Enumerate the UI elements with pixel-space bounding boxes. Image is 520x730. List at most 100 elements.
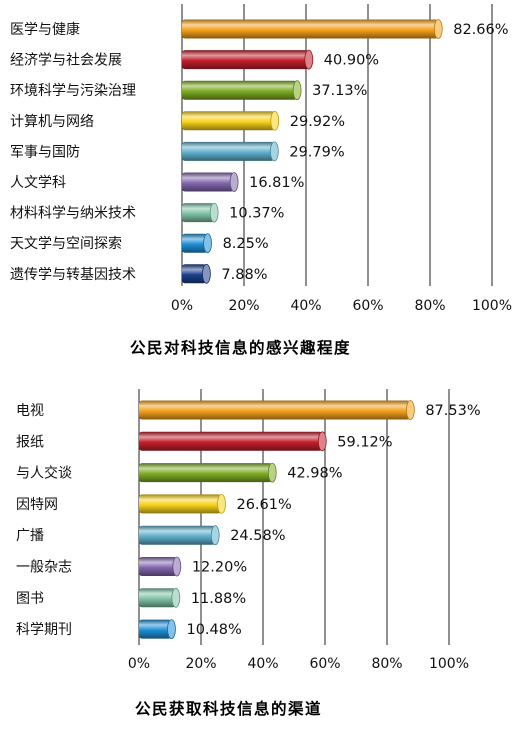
bar-end-cap bbox=[210, 525, 220, 546]
bar bbox=[182, 19, 443, 39]
category-label: 环境科学与污染治理 bbox=[10, 83, 136, 99]
x-tick-label: 20% bbox=[185, 656, 216, 672]
category-label: 计算机与网络 bbox=[10, 114, 94, 130]
x-tick-label: 0% bbox=[128, 656, 150, 672]
value-label: 42.98% bbox=[287, 466, 342, 482]
x-tick-label: 20% bbox=[228, 298, 259, 314]
bar-end-cap bbox=[405, 400, 415, 420]
bar-end-cap bbox=[167, 619, 176, 639]
bar-body bbox=[139, 431, 323, 451]
chart-title: 公民对科技信息的感兴趣程度 bbox=[130, 338, 351, 357]
value-label: 24.58% bbox=[230, 528, 285, 544]
bar-body bbox=[139, 463, 273, 483]
bar bbox=[182, 110, 280, 131]
x-tick-label: 60% bbox=[309, 656, 340, 672]
bar-body bbox=[182, 172, 235, 192]
bar bbox=[139, 431, 327, 452]
category-label: 经济学与社会发展 bbox=[10, 53, 122, 69]
chart-title: 公民获取科技信息的渠道 bbox=[135, 699, 322, 718]
value-label: 87.53% bbox=[425, 403, 480, 419]
category-label: 材料科学与纳米技术 bbox=[10, 206, 136, 222]
bar-body bbox=[139, 619, 172, 639]
bar bbox=[182, 202, 219, 223]
bar-body bbox=[139, 525, 216, 545]
x-tick-label: 60% bbox=[352, 298, 383, 314]
x-tick-label: 80% bbox=[414, 298, 445, 314]
value-label: 59.12% bbox=[337, 434, 392, 450]
value-label: 11.88% bbox=[191, 591, 246, 607]
bar bbox=[182, 49, 314, 70]
bar-end-cap bbox=[270, 110, 280, 131]
value-label: 29.79% bbox=[289, 144, 344, 160]
bar-body bbox=[182, 19, 439, 39]
bar-body bbox=[182, 264, 207, 284]
category-label: 科学期刊 bbox=[16, 622, 72, 638]
category-label: 因特网 bbox=[16, 497, 58, 513]
category-label: 广播 bbox=[16, 528, 44, 544]
bar bbox=[139, 619, 176, 639]
chart-2: 0% 20% 40% 60% 80% 100% 电视 87.53% 报纸 59.12% 与人交谈 42… bbox=[16, 389, 481, 718]
value-label: 10.37% bbox=[229, 206, 284, 222]
value-label: 82.66% bbox=[453, 22, 508, 38]
bar-body bbox=[139, 400, 411, 420]
bar-end-cap bbox=[203, 233, 212, 254]
bar-end-cap bbox=[304, 49, 314, 70]
category-label: 一般杂志 bbox=[16, 560, 72, 576]
bar-end-cap bbox=[317, 431, 327, 452]
bar bbox=[139, 556, 182, 577]
bar-end-cap bbox=[433, 19, 443, 39]
bar bbox=[139, 400, 415, 420]
category-label: 天文学与空间探索 bbox=[10, 235, 122, 252]
value-label: 26.61% bbox=[236, 497, 291, 513]
bar bbox=[182, 172, 239, 192]
category-label: 医学与健康 bbox=[10, 21, 80, 38]
category-label: 遗传学与转基因技术 bbox=[10, 266, 136, 283]
bar bbox=[139, 493, 226, 514]
bar bbox=[182, 263, 211, 284]
bar-end-cap bbox=[171, 587, 181, 608]
bar-end-cap bbox=[202, 263, 211, 284]
category-label: 人文学科 bbox=[10, 175, 66, 191]
bar-end-cap bbox=[172, 556, 182, 577]
bar-body bbox=[182, 141, 275, 161]
bar-body bbox=[182, 50, 309, 70]
value-label: 40.90% bbox=[324, 53, 379, 69]
bar-end-cap bbox=[217, 493, 226, 514]
chart-1: 0% 20% 40% 60% 80% 100% 医学与健康 82.66% 经济学与社会发展 40.… bbox=[10, 4, 512, 357]
bar-end-cap bbox=[209, 202, 219, 223]
x-tick-label: 80% bbox=[371, 656, 402, 672]
x-tick-label: 100% bbox=[429, 656, 469, 672]
bar-end-cap bbox=[292, 80, 302, 101]
bar-end-cap bbox=[269, 141, 279, 162]
bar-end-cap bbox=[267, 462, 277, 483]
bar-body bbox=[139, 557, 177, 576]
category-label: 电视 bbox=[16, 403, 44, 419]
value-label: 8.25% bbox=[223, 236, 269, 252]
x-tick-label: 40% bbox=[247, 656, 278, 672]
value-label: 7.88% bbox=[221, 267, 267, 283]
category-label: 与人交谈 bbox=[16, 465, 72, 482]
bar bbox=[182, 80, 302, 101]
bar-body bbox=[182, 233, 208, 253]
bar bbox=[182, 141, 279, 162]
x-tick-label: 100% bbox=[472, 298, 512, 314]
bar bbox=[139, 525, 220, 546]
category-label: 报纸 bbox=[16, 434, 44, 450]
bar-body bbox=[139, 588, 176, 608]
bar bbox=[139, 587, 181, 608]
value-label: 29.92% bbox=[290, 114, 345, 130]
category-label: 军事与国防 bbox=[10, 144, 80, 160]
value-label: 37.13% bbox=[312, 83, 367, 99]
category-label: 图书 bbox=[16, 591, 44, 607]
bar-end-cap bbox=[229, 172, 239, 192]
x-tick-label: 40% bbox=[290, 298, 321, 314]
bar bbox=[139, 462, 277, 483]
bar-body bbox=[182, 80, 298, 100]
value-label: 16.81% bbox=[249, 175, 304, 191]
bar bbox=[182, 233, 212, 254]
x-tick-label: 0% bbox=[171, 298, 193, 314]
value-label: 12.20% bbox=[192, 560, 247, 576]
bar-body bbox=[139, 494, 222, 514]
